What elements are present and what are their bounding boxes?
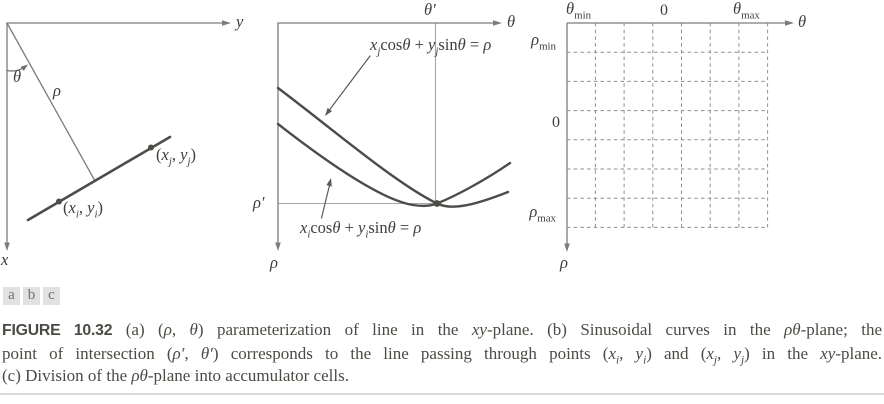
point-j-dot bbox=[148, 144, 154, 151]
panel-b-rho-prime-label: ρ′ bbox=[253, 193, 265, 212]
theta-axis-arrowhead-icon bbox=[493, 20, 502, 26]
panel-c-rho-axis-label: ρ bbox=[560, 253, 568, 272]
caption-line-1: FIGURE 10.32 (a) (ρ, θ) parameterization… bbox=[2, 320, 882, 339]
intersection-dot bbox=[433, 200, 441, 207]
y-axis-arrowhead-icon bbox=[222, 20, 231, 26]
lower-label-arrow-line bbox=[320, 183, 331, 219]
figure-caption: FIGURE 10.32 (a) (ρ, θ) parameterization… bbox=[2, 319, 882, 388]
equation-xj-label: xjcosθ + yjsinθ = ρ bbox=[370, 35, 492, 58]
panel-c-zero-top-label: 0 bbox=[660, 2, 668, 19]
panel-c-zero-left-label: 0 bbox=[552, 114, 560, 131]
panel-a-linework bbox=[4, 20, 231, 251]
rho-normal-line bbox=[6, 22, 96, 182]
panel-b-theta-prime-label: θ′ bbox=[424, 0, 436, 19]
point-i-dot bbox=[56, 198, 62, 205]
caption-line-2: point of intersection (ρ′, θ′) correspon… bbox=[2, 343, 883, 366]
accumulator-grid-dashed-lines bbox=[567, 23, 769, 228]
panel-c-linework bbox=[564, 20, 794, 252]
xy-line-through-points bbox=[26, 135, 172, 222]
sinusoid-xj-curve bbox=[276, 86, 510, 208]
panel-a-rho-label: ρ bbox=[53, 81, 61, 100]
rho-axis-arrowhead-icon bbox=[275, 242, 281, 251]
caption-line-3: (c) Division of the ρθ-plane into accumu… bbox=[2, 366, 349, 385]
panel-b-linework bbox=[275, 20, 512, 251]
panel-c-theta-axis-label: θ bbox=[798, 12, 807, 31]
bottom-divider bbox=[0, 393, 884, 395]
panel-c-theta-min-label: θmin bbox=[566, 0, 592, 22]
accumulator-rho-arrowhead-icon bbox=[564, 243, 570, 252]
upper-label-arrowhead-icon bbox=[325, 107, 332, 116]
panel-letter-b: b bbox=[23, 287, 40, 305]
panel-a-theta-label: θ bbox=[13, 67, 22, 86]
upper-label-arrow-line bbox=[326, 55, 371, 114]
accumulator-theta-arrowhead-icon bbox=[785, 20, 794, 26]
point-j-label: (xj, yj) bbox=[156, 145, 196, 168]
x-axis-arrowhead-icon bbox=[4, 242, 10, 251]
point-i-label: (xi, yi) bbox=[63, 198, 103, 221]
theta-arc-arrowhead-icon bbox=[20, 64, 28, 71]
equation-xi-label: xicosθ + yisinθ = ρ bbox=[300, 218, 422, 241]
panel-a-y-axis-label: y bbox=[236, 12, 244, 31]
sinusoid-xi-curve bbox=[276, 122, 512, 208]
panel-b-theta-axis-label: θ bbox=[507, 12, 516, 31]
panel-b-rho-axis-label: ρ bbox=[270, 253, 278, 272]
lower-label-arrowhead-icon bbox=[326, 178, 332, 187]
panel-c-rho-max-label: ρmax bbox=[529, 202, 556, 225]
panel-a-x-axis-label: x bbox=[1, 250, 9, 269]
panel-letter-row: a b c bbox=[3, 287, 60, 305]
panel-letter-c: c bbox=[43, 287, 60, 305]
panel-c-rho-min-label: ρmin bbox=[531, 30, 556, 53]
panel-letter-a: a bbox=[3, 287, 20, 305]
panel-c-theta-max-label: θmax bbox=[733, 0, 760, 22]
